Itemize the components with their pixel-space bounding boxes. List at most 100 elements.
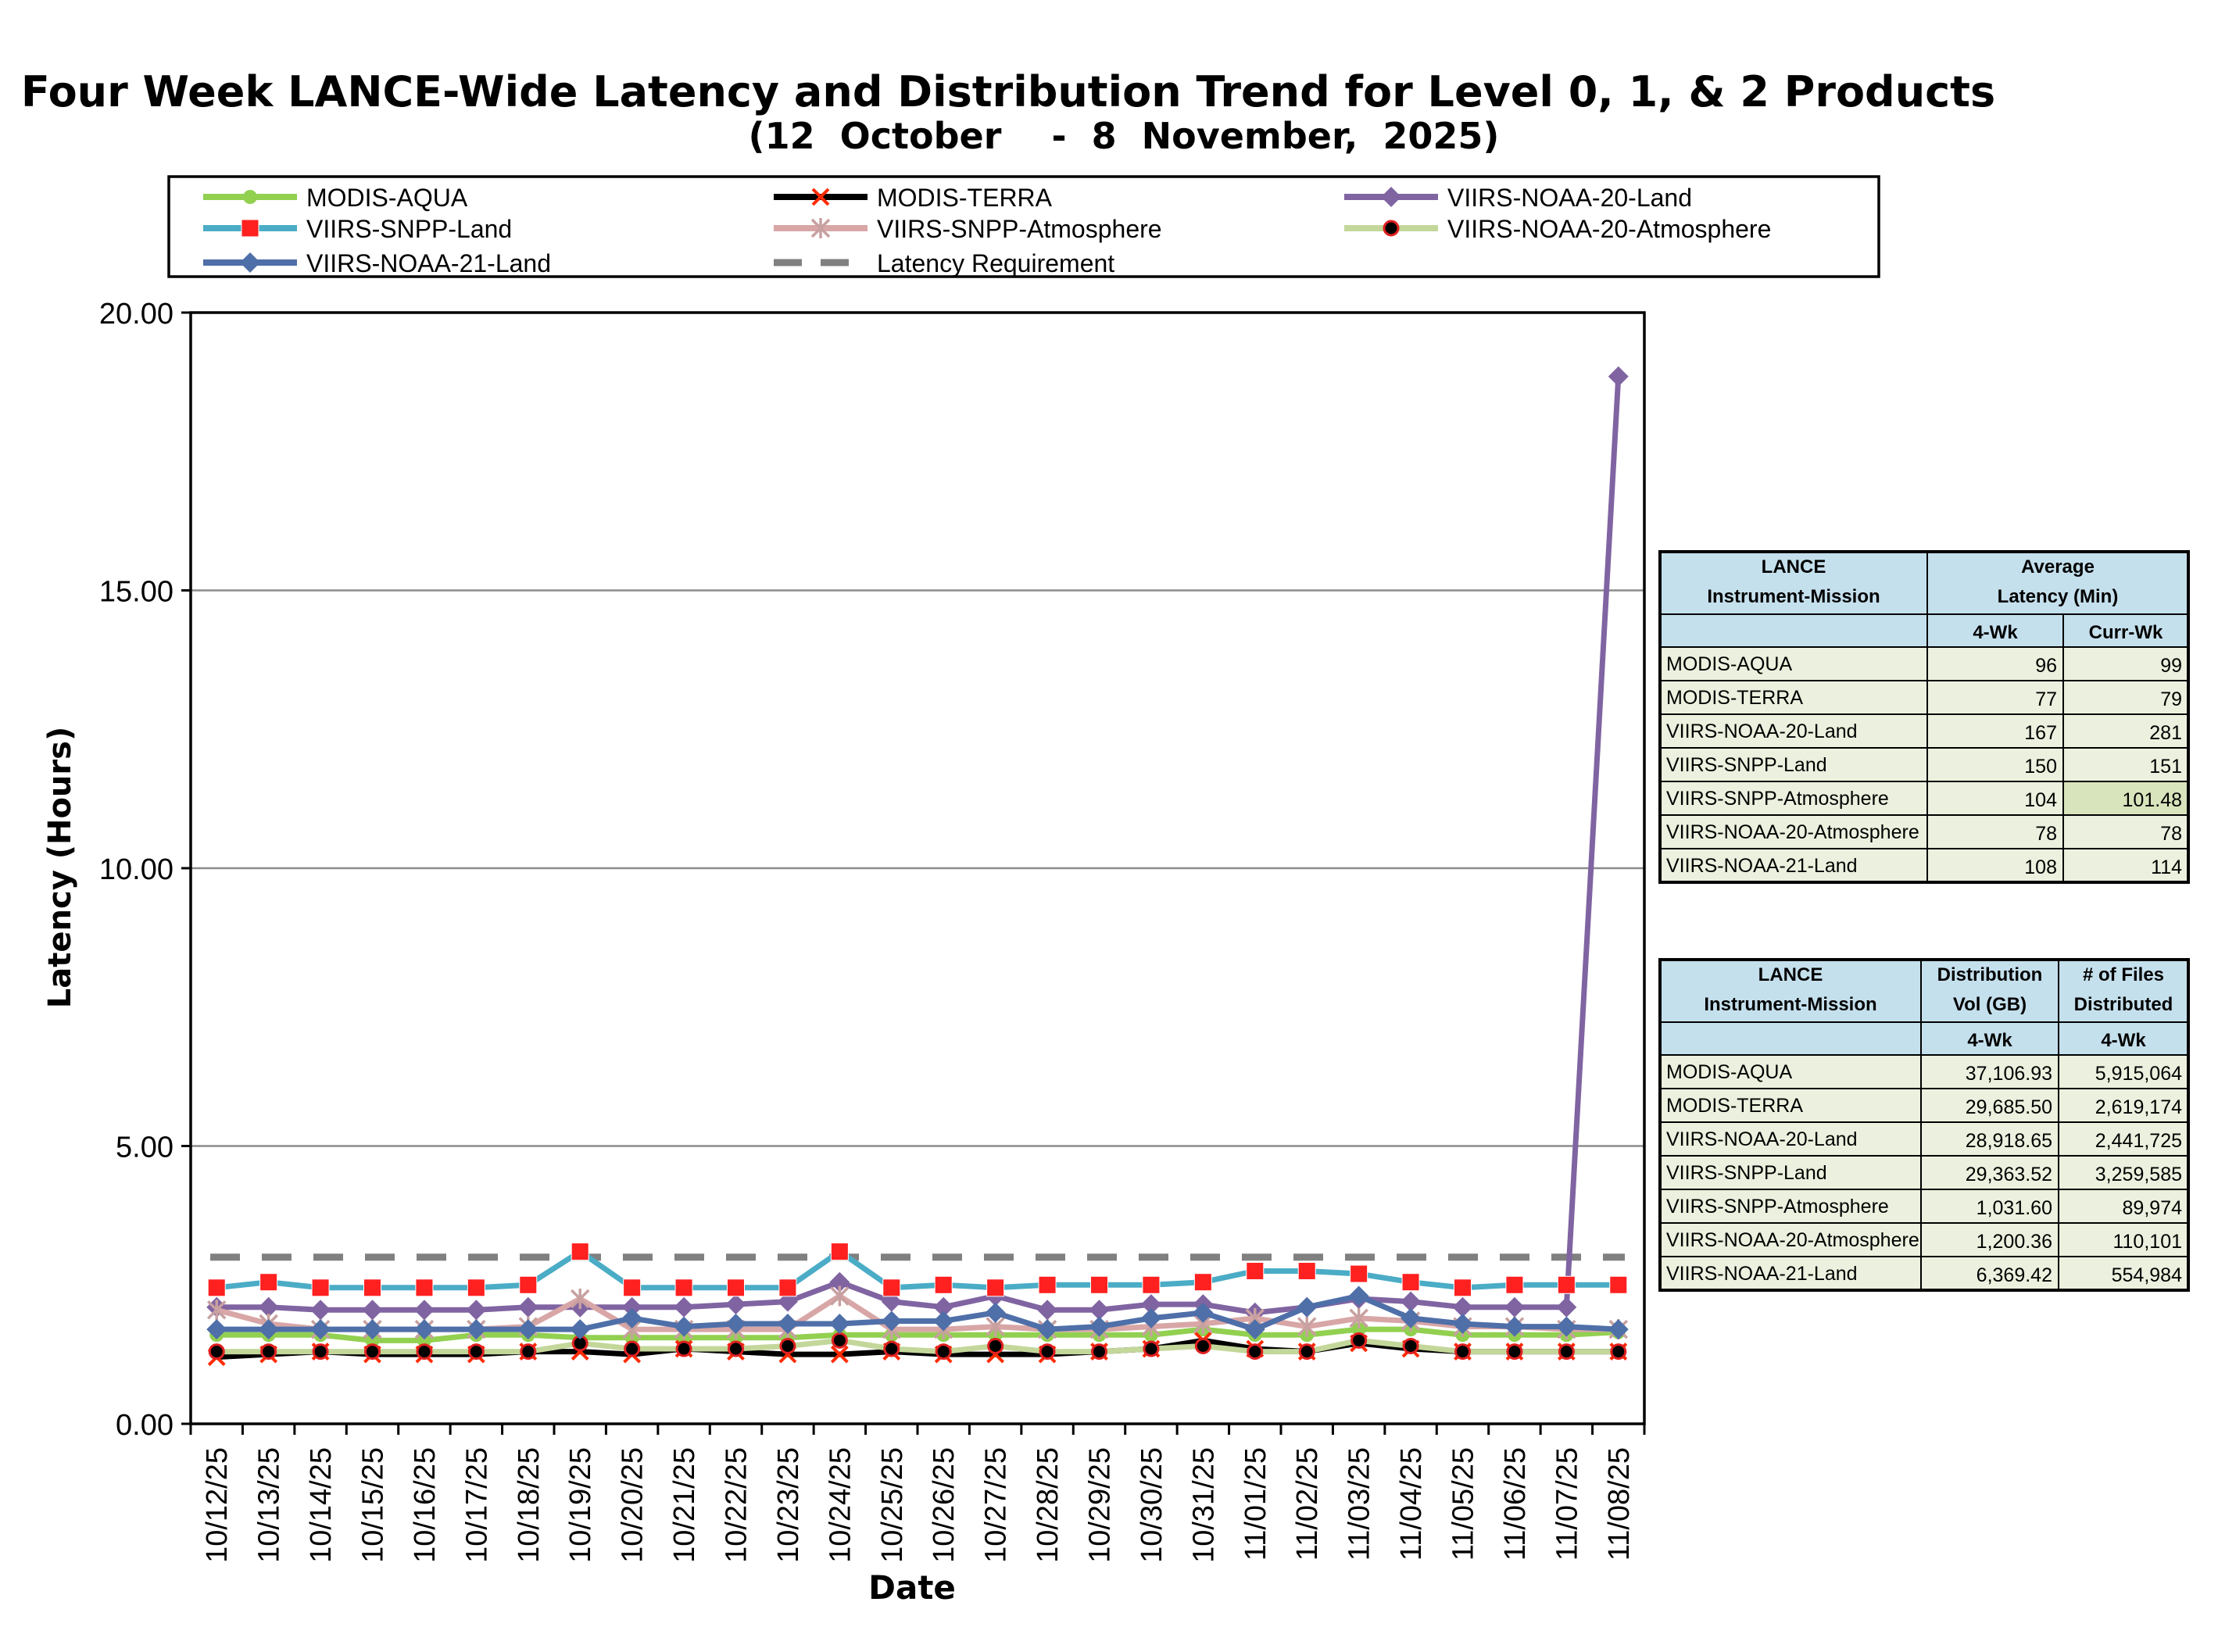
x-axis-title: Date (868, 1568, 956, 1607)
data-point-viirs-noaa-20-land (674, 1296, 695, 1318)
legend-item: VIIRS-NOAA-21-Land (203, 249, 551, 277)
legend-item: MODIS-AQUA (203, 184, 468, 212)
data-point-viirs-noaa-21-land (621, 1307, 642, 1328)
x-tick-label: 10/25/25 (876, 1447, 909, 1563)
data-point-viirs-snpp-land (882, 1278, 901, 1297)
data-point-viirs-noaa-20-land (310, 1300, 331, 1321)
data-point-viirs-snpp-land (207, 1278, 226, 1297)
table-cell (1659, 781, 1928, 816)
data-point-viirs-noaa-21-land (1556, 1316, 1577, 1337)
table-cell-value: 99 (2160, 655, 2182, 677)
y-tick-label: 0.00 (116, 1409, 174, 1442)
data-point-viirs-snpp-land (1090, 1275, 1108, 1294)
legend-item: VIIRS-NOAA-20-Atmosphere (1344, 215, 1771, 243)
table-cell-value: 29,363.52 (1966, 1164, 2052, 1185)
legend-label: VIIRS-NOAA-20-Atmosphere (1447, 215, 1771, 243)
data-point-viirs-noaa-21-land (1608, 1319, 1629, 1340)
x-tick-label: 10/19/25 (564, 1447, 597, 1563)
table-header-text: Distributed (2074, 994, 2173, 1015)
y-tick-label: 20.00 (99, 298, 174, 331)
table-row-label: VIIRS-SNPP-Land (1666, 754, 1827, 776)
table-cell-value: 554,984 (2112, 1264, 2182, 1286)
data-point-viirs-snpp-atmosphere (1349, 1307, 1368, 1328)
data-point-viirs-noaa-20-atmosphere (1091, 1343, 1107, 1361)
data-point-viirs-noaa-20-atmosphere (312, 1343, 329, 1361)
data-point-viirs-noaa-21-land (570, 1319, 591, 1340)
x-tick-label: 10/12/25 (201, 1447, 234, 1563)
data-point-viirs-noaa-21-land (985, 1302, 1006, 1323)
table-cell-value: 1,031.60 (1977, 1197, 2052, 1219)
data-point-viirs-snpp-land (363, 1278, 381, 1297)
table-cell-value: 101.48 (2123, 789, 2182, 811)
data-point-viirs-snpp-land (1038, 1275, 1057, 1294)
x-tick-label: 10/20/25 (617, 1447, 649, 1563)
data-point-modis-aqua (417, 1333, 431, 1348)
x-tick-label: 10/15/25 (357, 1447, 390, 1563)
table-cell (2062, 848, 2189, 883)
data-point-viirs-noaa-20-land (258, 1296, 279, 1318)
table-cell (1926, 646, 2064, 681)
table-cell-value: 79 (2160, 688, 2182, 710)
table-cell (1659, 613, 1928, 648)
data-point-viirs-snpp-land (1557, 1275, 1576, 1294)
table-cell-value: 37,106.93 (1966, 1063, 2052, 1085)
table-row-label: VIIRS-NOAA-21-Land (1666, 855, 1858, 877)
data-point-viirs-snpp-land (778, 1278, 797, 1297)
x-tick-label: 10/29/25 (1084, 1447, 1117, 1563)
legend-label: MODIS-AQUA (306, 184, 468, 212)
chart-title: Four Week LANCE-Wide Latency and Distrib… (21, 67, 1995, 116)
x-tick-label: 10/21/25 (668, 1447, 701, 1563)
y-axis-title: Latency (Hours) (42, 727, 78, 1008)
table-row-label: VIIRS-NOAA-20-Atmosphere (1666, 821, 1919, 843)
table-cell-value: 28,918.65 (1966, 1130, 2052, 1152)
data-point-viirs-noaa-20-atmosphere (624, 1340, 641, 1357)
table-cell-value: 77 (2035, 688, 2057, 710)
data-point-viirs-noaa-21-land (466, 1319, 487, 1340)
data-point-modis-terra (811, 188, 830, 206)
data-point-viirs-noaa-20-land (1037, 1300, 1058, 1321)
data-point-viirs-noaa-20-atmosphere (1143, 1340, 1160, 1357)
x-tick-label: 11/03/25 (1343, 1447, 1376, 1561)
data-point-viirs-noaa-21-land (240, 252, 260, 273)
data-point-viirs-noaa-20-land (1089, 1300, 1110, 1321)
data-point-viirs-noaa-21-land (1504, 1316, 1525, 1337)
table-row-label: VIIRS-NOAA-20-Land (1666, 721, 1858, 742)
table-cell (1659, 646, 1928, 681)
data-point-viirs-noaa-21-land (1089, 1316, 1110, 1337)
x-tick-label: 11/07/25 (1551, 1447, 1583, 1561)
data-point-viirs-noaa-20-land (413, 1300, 435, 1321)
table-cell-value: 3,259,585 (2095, 1164, 2182, 1185)
data-point-viirs-noaa-21-land (725, 1314, 746, 1335)
data-point-viirs-noaa-21-land (362, 1319, 383, 1340)
data-point-viirs-noaa-20-atmosphere (208, 1343, 225, 1361)
data-point-viirs-noaa-21-land (881, 1311, 902, 1332)
data-point-viirs-snpp-land (830, 1243, 849, 1261)
table-header-text: LANCE (1758, 964, 1823, 985)
table-border (1658, 550, 2190, 884)
data-point-viirs-noaa-21-land (1244, 1319, 1265, 1340)
table-cell (1926, 713, 2064, 749)
data-point-viirs-noaa-21-land (1193, 1302, 1214, 1323)
legend-label: VIIRS-NOAA-21-Land (306, 249, 551, 277)
x-tick-label: 10/30/25 (1136, 1447, 1168, 1563)
table-cell (2062, 747, 2189, 782)
table-header-text: LANCE (1762, 556, 1826, 577)
data-point-viirs-noaa-21-land (1297, 1296, 1318, 1318)
table-row-label: VIIRS-NOAA-20-Land (1666, 1128, 1858, 1150)
data-point-viirs-noaa-20-land (933, 1296, 954, 1318)
table-row-label: VIIRS-SNPP-Atmosphere (1666, 788, 1889, 810)
table-cell (1920, 1021, 2059, 1056)
table-cell (1659, 1222, 1922, 1257)
data-point-viirs-noaa-20-atmosphere (260, 1343, 277, 1361)
x-tick-label: 10/24/25 (824, 1447, 857, 1563)
data-point-viirs-noaa-20-land (1556, 1296, 1577, 1318)
table-cell-value: 96 (2035, 655, 2057, 677)
data-point-viirs-snpp-land (241, 219, 259, 238)
data-point-viirs-snpp-land (519, 1275, 538, 1294)
legend-box (167, 175, 1880, 278)
x-tick-label: 10/28/25 (1032, 1447, 1064, 1563)
data-point-viirs-snpp-atmosphere (570, 1289, 590, 1310)
table-cell-value: 167 (2024, 722, 2057, 744)
data-point-modis-aqua (1351, 1322, 1366, 1337)
x-tick-label: 10/17/25 (460, 1447, 493, 1563)
